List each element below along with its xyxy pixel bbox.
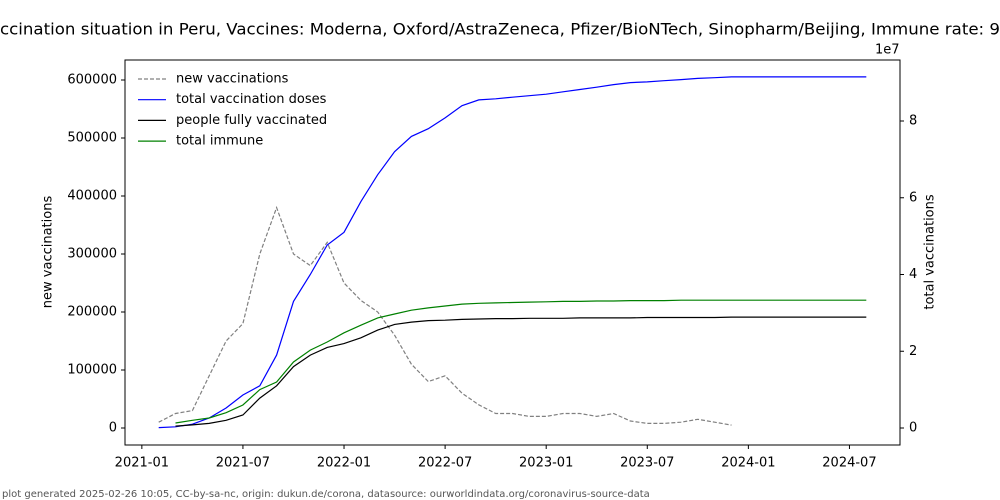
x-tick-label: 2023-01: [519, 456, 573, 471]
y-axis-label: new vaccinations: [41, 196, 56, 309]
footer: plot generated 2025-02-26 10:05, CC-by-s…: [2, 489, 650, 500]
y-tick-label: 500000: [67, 131, 117, 146]
y-tick-label: 600000: [67, 73, 117, 88]
series-line: [158, 76, 867, 429]
y-tick-label: 300000: [67, 247, 117, 262]
series-line: [175, 316, 867, 427]
y2-tick-label: 6: [909, 190, 917, 205]
y-tick-label: 0: [109, 421, 117, 436]
y2-tick-label: 8: [909, 114, 917, 129]
x-tick-label: 2024-01: [721, 456, 775, 471]
y-tick-label: 200000: [67, 305, 117, 320]
x-tick-label: 2022-01: [317, 456, 371, 471]
x-tick-label: 2022-07: [418, 456, 472, 471]
x-tick-label: 2024-07: [822, 456, 876, 471]
chart-title: ccination situation in Peru, Vaccines: M…: [0, 20, 1000, 39]
y2-tick-label: 2: [909, 344, 917, 359]
y2-axis-label: total vaccinations: [923, 194, 938, 310]
series-line: [175, 299, 867, 424]
legend-label: total immune: [176, 134, 263, 149]
y-tick-label: 400000: [67, 189, 117, 204]
y2-tick-label: 4: [909, 267, 917, 282]
legend-label: total vaccination doses: [176, 92, 327, 107]
x-tick-label: 2021-01: [115, 456, 169, 471]
legend-label: new vaccinations: [176, 72, 289, 87]
series-line: [158, 205, 732, 426]
legend-label: people fully vaccinated: [176, 113, 327, 128]
x-tick-label: 2021-07: [216, 456, 270, 471]
x-tick-label: 2023-07: [620, 456, 674, 471]
y-tick-label: 100000: [67, 363, 117, 378]
plot-frame: [124, 59, 901, 446]
y2-offset-label: 1e7: [875, 43, 900, 58]
y2-tick-label: 0: [909, 421, 917, 436]
